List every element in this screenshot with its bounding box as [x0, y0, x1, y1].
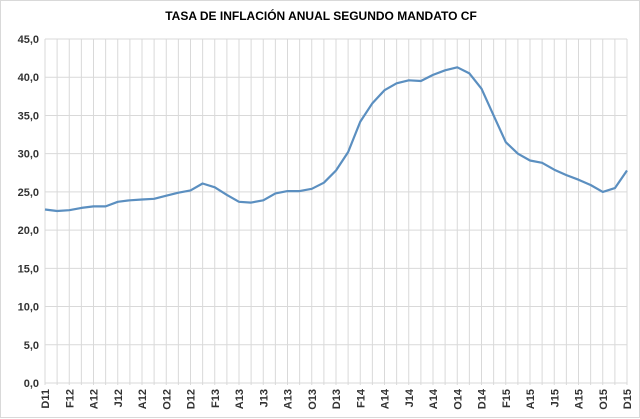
x-tick-label: F12 [64, 389, 76, 408]
x-tick-label: J15 [549, 389, 561, 407]
x-tick-label: J12 [113, 389, 125, 407]
x-tick-label: A12 [137, 389, 149, 409]
x-tick-label: O14 [452, 388, 464, 410]
x-tick-label: A14 [428, 388, 440, 409]
y-tick-label: 15,0 [18, 263, 39, 275]
x-tick-label: A13 [283, 389, 295, 409]
x-tick-label: J14 [404, 388, 416, 407]
x-tick-label: O13 [307, 389, 319, 410]
y-tick-label: 0,0 [24, 378, 39, 390]
x-tick-label: D12 [186, 389, 198, 409]
x-tick-label: D14 [477, 388, 489, 409]
x-tick-label: D13 [331, 389, 343, 409]
y-tick-label: 30,0 [18, 149, 39, 161]
x-tick-label: D15 [622, 389, 634, 409]
x-tick-label: O12 [161, 389, 173, 410]
y-tick-label: 20,0 [18, 225, 39, 237]
y-tick-label: 5,0 [24, 340, 39, 352]
y-tick-label: 35,0 [18, 110, 39, 122]
x-tick-label: A13 [234, 389, 246, 409]
y-tick-label: 10,0 [18, 302, 39, 314]
x-tick-label: F13 [210, 389, 222, 408]
x-tick-label: A15 [525, 389, 537, 409]
x-tick-label: F14 [355, 388, 367, 408]
y-tick-label: 45,0 [18, 34, 39, 46]
x-tick-label: O15 [598, 389, 610, 410]
x-tick-label: A14 [380, 388, 392, 409]
x-tick-label: J13 [258, 389, 270, 407]
y-tick-label: 25,0 [18, 187, 39, 199]
x-tick-label: A15 [574, 389, 586, 409]
y-tick-label: 40,0 [18, 72, 39, 84]
x-tick-label: F15 [501, 389, 513, 408]
x-tick-label: D11 [40, 389, 52, 409]
x-tick-label: A12 [89, 389, 101, 409]
